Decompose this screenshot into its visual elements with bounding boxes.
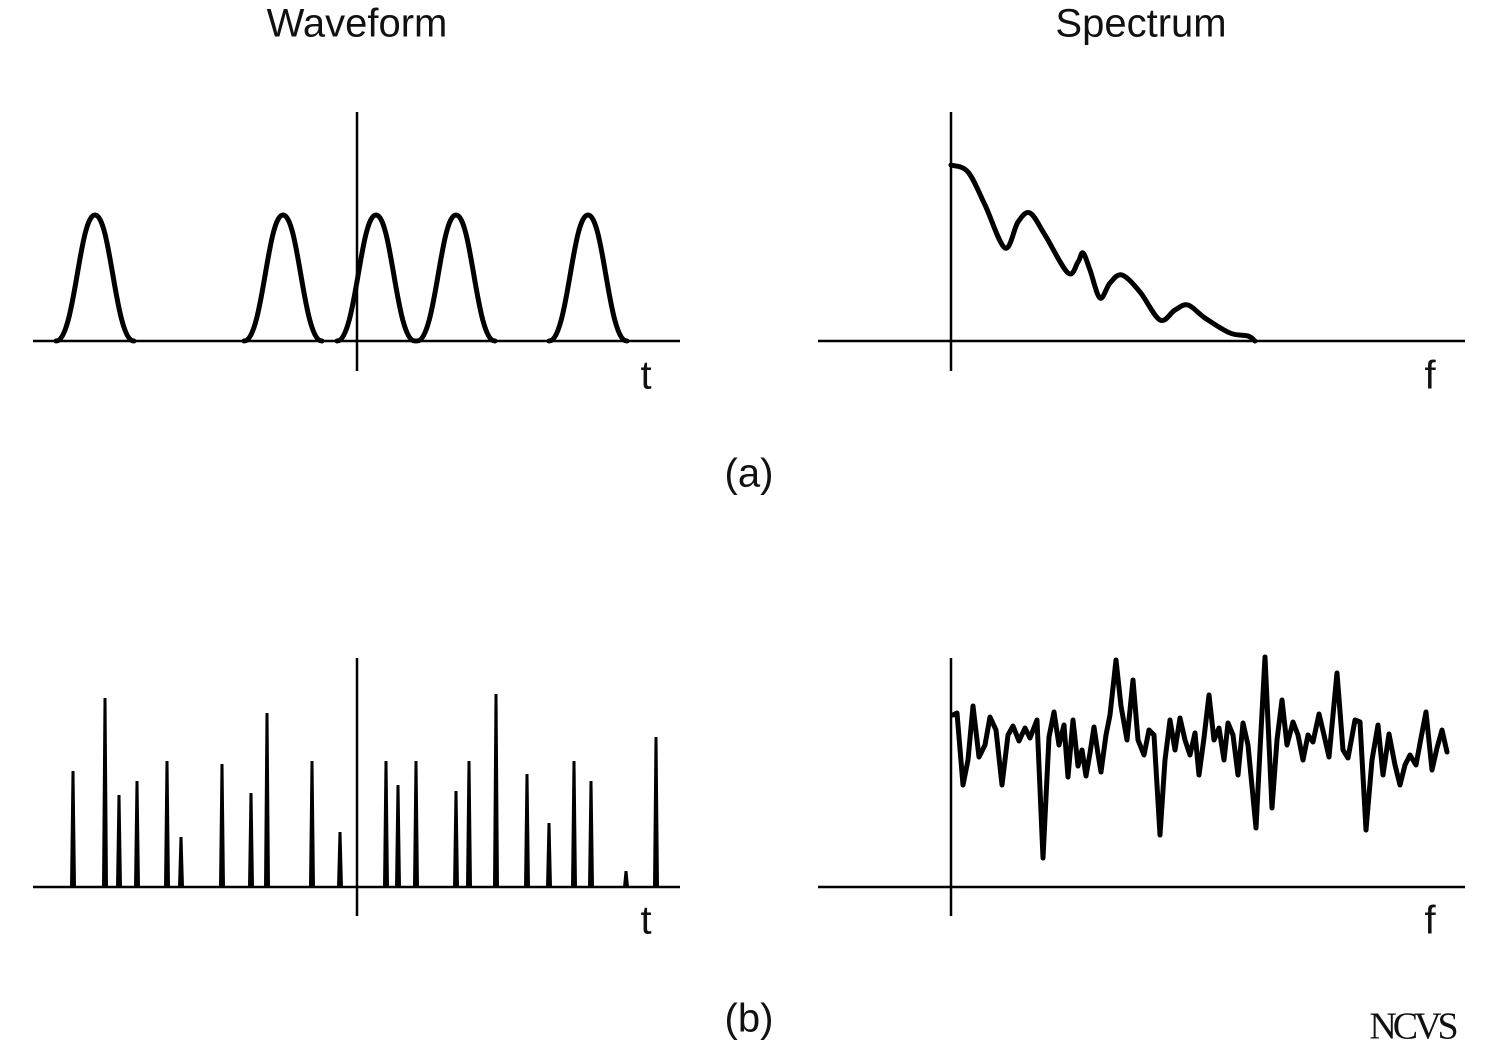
- spike: [588, 781, 594, 887]
- spectrum-curve: [950, 654, 1450, 861]
- waveform-curve: [53, 212, 630, 344]
- axis-label: t: [640, 899, 651, 943]
- pulse: [414, 212, 498, 344]
- waveform-title: Waveform: [267, 2, 448, 46]
- spike: [395, 785, 401, 887]
- spike: [466, 761, 472, 887]
- spike: [164, 761, 170, 887]
- spike: [70, 771, 76, 887]
- spike: [413, 761, 419, 887]
- spike: [134, 781, 140, 887]
- spike: [453, 791, 459, 887]
- spike: [248, 793, 254, 887]
- spike: [524, 774, 530, 887]
- pulse: [334, 212, 418, 344]
- axis-label: t: [640, 354, 651, 398]
- spike: [623, 871, 629, 887]
- pulse: [241, 212, 325, 344]
- spike: [653, 737, 659, 887]
- spectrum-curve: [948, 162, 1258, 344]
- row-label: (b): [725, 997, 774, 1041]
- spike: [219, 764, 225, 887]
- spike: [571, 761, 577, 887]
- spectrum-title: Spectrum: [1055, 2, 1226, 46]
- logo: NCVS: [1369, 1006, 1456, 1048]
- spike: [337, 832, 343, 887]
- spike: [383, 761, 389, 887]
- spike: [102, 698, 108, 887]
- axis-label: f: [1424, 899, 1436, 943]
- spike: [116, 795, 122, 887]
- axis-label: f: [1424, 354, 1436, 398]
- spike: [309, 761, 315, 887]
- spike: [178, 837, 184, 887]
- spike: [546, 823, 552, 887]
- spike: [493, 694, 499, 887]
- pulse: [53, 212, 137, 344]
- pulse: [546, 212, 630, 344]
- waveform-spikes: [70, 694, 659, 887]
- row-label: (a): [725, 452, 774, 496]
- spike: [264, 713, 270, 887]
